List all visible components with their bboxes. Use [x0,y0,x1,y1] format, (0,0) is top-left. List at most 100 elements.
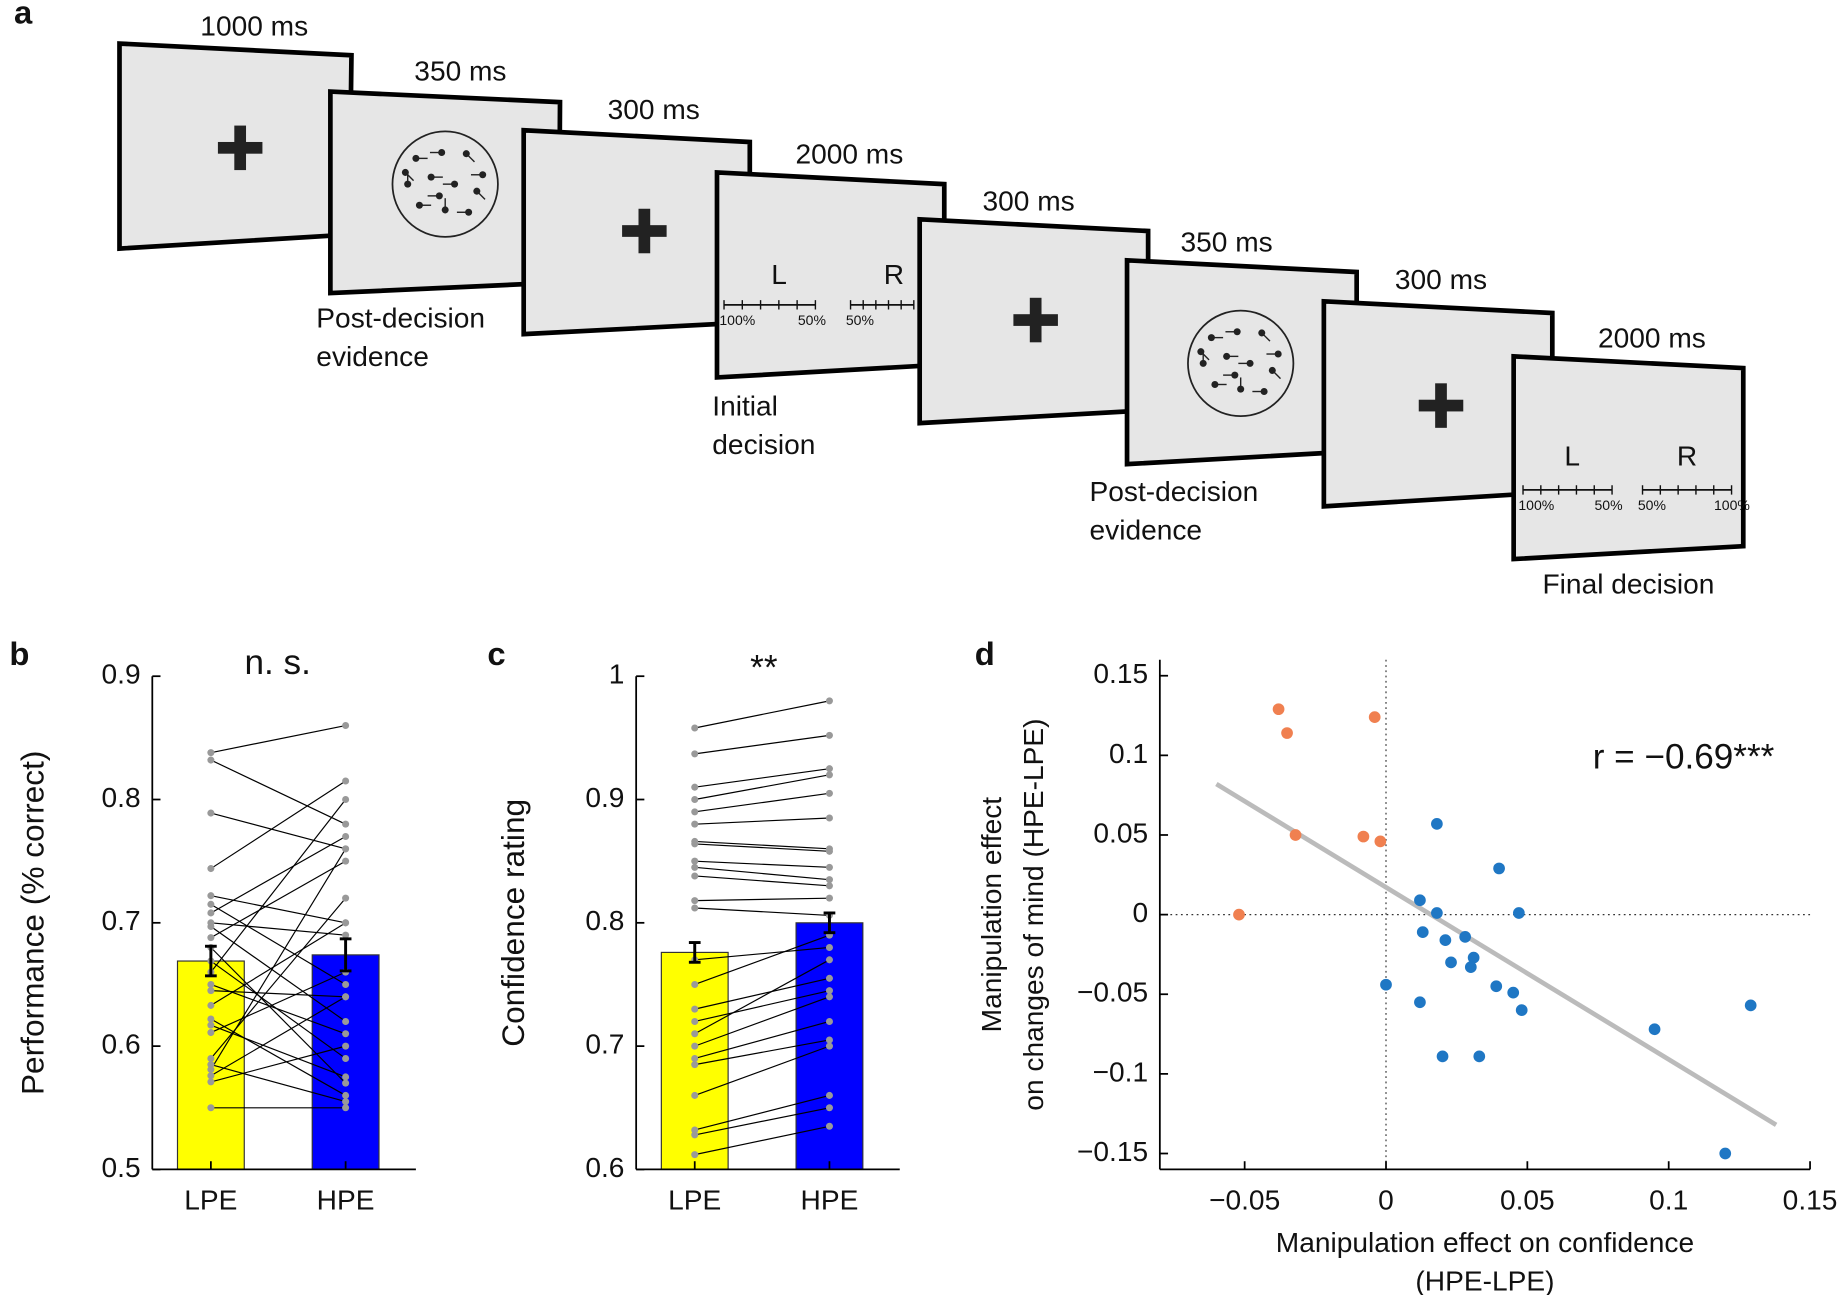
scatter-point [1459,931,1472,943]
subject-line [210,971,346,1034]
subject-point [207,919,215,927]
subject-point [825,814,833,822]
scale-tick-label: 100% [1518,497,1554,513]
subject-point [207,1072,215,1080]
subject-point [825,731,833,739]
subject-line [694,700,830,729]
subject-point [825,956,833,964]
subject-line [210,947,347,1084]
panel-label: b [9,635,29,672]
y-tick-label: 0.9 [585,782,624,813]
subject-point [825,1042,833,1050]
motion-dot [427,173,435,181]
subject-point [342,1054,350,1062]
subject-point [342,931,350,939]
subject-point [342,1017,350,1025]
scatter-point [1436,1050,1449,1063]
subject-point [207,749,215,757]
scatter-point [1464,961,1477,974]
scatter-point [1233,908,1245,921]
fixation-cross [1029,297,1042,343]
screen-duration: 1000 ms [200,11,308,42]
subject-line [210,922,346,1006]
subject-line [210,897,347,1059]
subject-point [691,1005,699,1013]
subject-point [825,1036,833,1044]
subject-line [694,990,830,1023]
scatter-point [1493,862,1505,875]
motion-dot [412,154,420,162]
subject-point [825,882,833,890]
subject-point [207,1066,215,1074]
chart-title: n. s. [244,643,310,682]
motion-trail [476,190,486,200]
y-axis-label: Confidence rating [495,799,531,1047]
subject-point [691,1042,699,1050]
y-tick-label: 0.7 [585,1029,624,1060]
scatter-point [1281,727,1293,739]
scatter-point [1414,996,1426,1009]
subject-point [207,756,215,764]
subject-line [210,1064,346,1103]
motion-trail [404,171,415,182]
subject-point [342,795,350,804]
screen-duration: 300 ms [1395,264,1487,295]
subject-point [825,771,833,779]
subject-point [825,1122,833,1130]
x-tick-label: HPE [317,1185,375,1216]
x-axis-label: (HPE-LPE) [1415,1265,1554,1295]
subject-point [342,1091,350,1099]
motion-dot [1260,388,1268,396]
scatter-point [1431,907,1443,919]
subject-point [691,980,699,988]
subject-line [694,1125,830,1156]
screen-frame [1511,353,1746,562]
subject-line [210,835,346,914]
subject-line [694,817,830,825]
subject-point [825,1091,833,1099]
scatter-point [1439,934,1452,946]
annotation: r = −0.69*** [1593,738,1775,777]
subject-line [210,799,347,973]
y-tick-label: 1 [609,659,625,690]
y-tick-label: 0.15 [1093,658,1148,689]
scatter-point [1416,926,1429,938]
subject-point [207,1061,215,1069]
subject-point [207,1029,215,1037]
subject-line [694,1039,830,1066]
subject-point [342,857,350,865]
subject-point [342,919,350,927]
subject-line [694,977,830,1010]
x-tick-label: −0.05 [1209,1185,1280,1216]
screen-caption: Initial [712,390,778,421]
screen-caption: evidence [1090,515,1203,546]
subject-point [825,847,833,855]
subject-point [207,1078,215,1086]
subject-point [691,724,699,732]
subject-point [691,750,699,758]
y-tick-label: 0.6 [585,1152,624,1183]
motion-dot [441,206,449,214]
y-tick-label: 0.8 [102,782,141,813]
subject-line [694,774,830,801]
motion-trail [465,153,475,163]
subject-point [825,1017,833,1025]
subject-point [691,1017,699,1025]
subject-line [694,792,830,813]
subject-point [691,1054,699,1062]
subject-point [342,845,350,853]
subject-point [825,1104,833,1112]
x-tick-label: 0.15 [1783,1185,1837,1216]
screen-caption: decision [712,429,815,460]
subject-point [825,863,833,871]
subject-point [691,820,699,828]
x-tick-label: LPE [668,1185,721,1216]
subject-point [691,897,699,905]
subject-line [210,1045,346,1083]
subject-point [207,1001,215,1009]
subject-line [694,860,830,868]
scale-tick-label: 50% [798,312,826,328]
subject-point [342,1042,350,1050]
panel-label: d [975,635,995,672]
